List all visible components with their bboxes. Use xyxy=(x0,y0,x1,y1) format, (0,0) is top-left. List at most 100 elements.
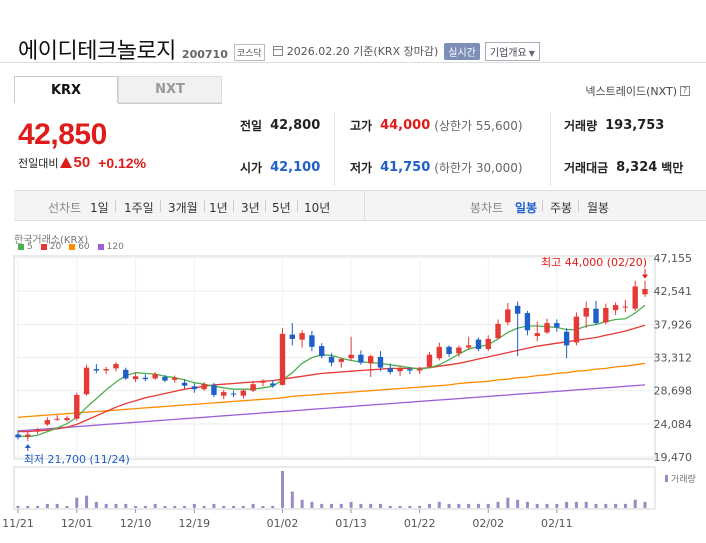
ma-line-ma5 xyxy=(17,304,646,438)
period-separator xyxy=(115,200,116,212)
period-separator xyxy=(297,200,298,212)
prev-close: 전일 42,800 xyxy=(240,117,320,134)
volume-bar xyxy=(574,501,578,508)
volume-bar xyxy=(633,499,637,508)
candle-monthly[interactable]: 월봉 xyxy=(587,201,610,215)
period-1y[interactable]: 1년 xyxy=(209,201,228,215)
period-separator xyxy=(233,200,234,212)
volume-bar xyxy=(584,501,588,508)
volume-bar xyxy=(55,503,59,508)
volume-bar xyxy=(525,501,529,508)
candle-body xyxy=(485,338,491,349)
candle-body xyxy=(123,369,129,379)
candle-body xyxy=(622,306,629,308)
candle-body xyxy=(436,346,442,359)
stock-name: 에이디테크놀로지 xyxy=(18,39,176,64)
candle-body xyxy=(289,334,296,339)
candle-body xyxy=(593,308,599,324)
volume-bar xyxy=(516,499,520,508)
candle-body xyxy=(456,347,462,354)
period-separator xyxy=(265,200,266,212)
legend-ma5-label: 5 xyxy=(27,242,33,252)
candle-body xyxy=(397,368,403,372)
candle-weekly[interactable]: 주봉 xyxy=(550,201,573,215)
volume-bar xyxy=(134,505,138,508)
nxt-link[interactable]: 넥스트레이드(NXT) ? xyxy=(585,83,690,99)
quote-divider xyxy=(550,112,551,186)
amount-label: 거래대금 xyxy=(564,161,609,175)
period-10y[interactable]: 10년 xyxy=(304,201,331,215)
candle-body xyxy=(172,377,178,380)
candle-body xyxy=(348,354,354,359)
candle-body xyxy=(15,434,21,438)
volume-bar xyxy=(330,503,333,508)
candle-body xyxy=(74,394,80,419)
ma-legend: 5 20 60 120 xyxy=(18,242,132,252)
volume-legend-swatch xyxy=(665,475,668,482)
stock-chart[interactable]: 한국거래소(KRX) 5 20 60 120 47,155 42,541 37,92… xyxy=(0,225,706,543)
y-tick-label: 42,541 xyxy=(654,285,693,298)
period-1w[interactable]: 1주일 xyxy=(124,201,154,215)
x-tick-label: 12/01 xyxy=(61,517,93,530)
volume-bar xyxy=(388,505,392,508)
change-amount: 50 xyxy=(73,154,91,171)
stock-code: 200710 xyxy=(181,48,228,61)
volume-bar xyxy=(310,501,314,508)
y-tick-label: 24,084 xyxy=(654,418,693,431)
low-annotation: 최저 21,700 (11/24) xyxy=(24,453,130,466)
realtime-button[interactable]: 실시간 xyxy=(444,43,480,60)
legend-ma120: 120 xyxy=(97,242,124,252)
volume-bar xyxy=(173,505,177,508)
change-label: 전일대비 xyxy=(18,156,59,170)
volume-bar xyxy=(447,503,451,508)
x-tick-label: 11/21 xyxy=(2,517,34,530)
price-block: 42,850 전일대비 50 +0.12% xyxy=(18,118,146,171)
candle-body xyxy=(475,339,482,349)
candle-body xyxy=(113,364,119,369)
volume-bar xyxy=(643,501,647,508)
volume-bar xyxy=(408,505,412,508)
candle-body xyxy=(54,418,60,420)
low-label: 저가 xyxy=(350,161,373,175)
period-1d[interactable]: 1일 xyxy=(90,201,109,215)
high-annotation: 최고 44,000 (02/20) xyxy=(541,256,647,269)
candle-body xyxy=(309,335,315,347)
volume-bar xyxy=(349,501,353,508)
candle-daily[interactable]: 일봉 xyxy=(515,201,538,215)
candle-body xyxy=(544,323,550,333)
period-3m[interactable]: 3개월 xyxy=(168,201,198,215)
volume-bar xyxy=(339,503,343,508)
period-3y[interactable]: 3년 xyxy=(241,201,260,215)
volume-bar xyxy=(26,505,30,508)
volume-bar xyxy=(143,505,147,508)
candle-body xyxy=(25,434,31,437)
period-5y[interactable]: 5년 xyxy=(272,201,291,215)
corp-overview-button[interactable]: 기업개요 ▼ xyxy=(484,42,540,61)
x-tick-label: 12/19 xyxy=(178,517,210,530)
volume-bar xyxy=(623,503,627,508)
volume-bar xyxy=(496,501,500,508)
high-limit: (상한가 55,600) xyxy=(434,119,523,133)
exchange-label: 한국거래소(KRX) xyxy=(14,235,89,246)
period-separator xyxy=(578,200,579,212)
candle-body xyxy=(465,345,472,348)
legend-swatch-ma5 xyxy=(18,244,24,250)
y-tick-label: 47,155 xyxy=(654,252,693,265)
volume-bar xyxy=(320,503,324,508)
chart-canvas[interactable]: 47,155 42,541 37,926 33,312 28,698 24,084 19,4… xyxy=(0,225,706,543)
tab-nxt[interactable]: NXT xyxy=(118,76,222,103)
legend-ma5: 5 xyxy=(18,242,33,252)
volume: 거래량 193,753 xyxy=(564,117,664,134)
volume-bar xyxy=(65,505,69,508)
candle-body xyxy=(328,356,335,363)
low-limit: (하한가 30,000) xyxy=(434,161,523,175)
candle-body xyxy=(221,392,227,396)
candle-body xyxy=(103,369,109,371)
tab-krx[interactable]: KRX xyxy=(14,76,118,103)
volume-bar xyxy=(506,497,510,508)
help-icon[interactable]: ? xyxy=(680,86,690,96)
open-value: 42,100 xyxy=(270,160,321,175)
candle-body xyxy=(270,383,276,386)
candle-body xyxy=(93,369,100,371)
candle-body xyxy=(279,333,286,385)
